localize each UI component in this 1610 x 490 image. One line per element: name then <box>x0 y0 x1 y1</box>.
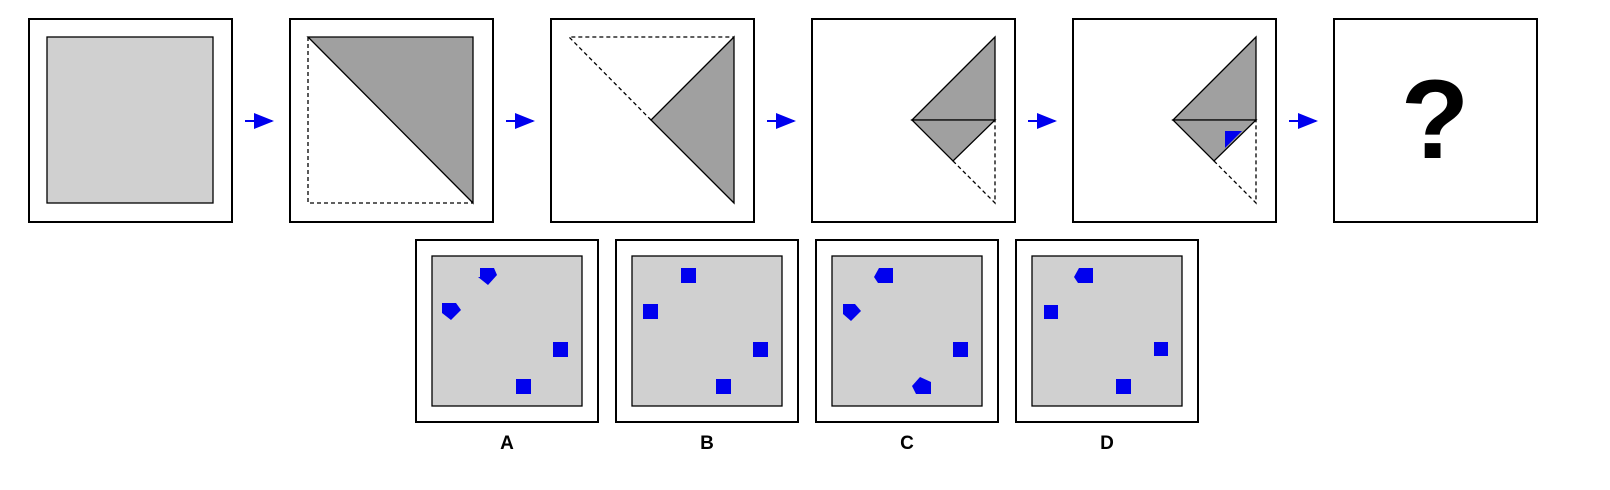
option-label-c: C <box>900 433 914 454</box>
question-mark: ? <box>1401 57 1469 182</box>
step-4-third-fold <box>811 18 1016 223</box>
hole-b-1 <box>681 268 696 283</box>
step-1-unfolded-paper <box>28 18 233 223</box>
hole-b-3 <box>753 342 768 357</box>
hole-d-4 <box>1116 379 1131 394</box>
option-b[interactable]: B <box>615 239 799 454</box>
step-3-second-fold <box>550 18 755 223</box>
option-label-b: B <box>700 433 714 454</box>
hole-b-4 <box>716 379 731 394</box>
option-c[interactable]: C <box>815 239 999 454</box>
option-a[interactable]: A <box>415 239 599 454</box>
option-label-d: D <box>1100 433 1114 454</box>
hole-d-2 <box>1044 305 1058 319</box>
step-2-diagonal-fold <box>289 18 494 223</box>
hole-c-2 <box>843 304 861 321</box>
hole-c-3 <box>953 342 968 357</box>
hole-a-4 <box>516 379 531 394</box>
hole-a-3 <box>553 342 568 357</box>
punched-hole <box>1225 131 1242 148</box>
step-5-hole-punched <box>1072 18 1277 223</box>
option-d[interactable]: D <box>1015 239 1199 454</box>
hole-d-3 <box>1154 342 1168 356</box>
hole-d-1 <box>1074 268 1093 283</box>
hole-b-2 <box>643 304 658 319</box>
hole-a-1 <box>478 268 497 285</box>
hole-c-1 <box>874 268 893 283</box>
hole-c-4 <box>912 377 931 394</box>
option-label-a: A <box>500 433 514 454</box>
step-6-question: ? <box>1333 18 1538 223</box>
hole-a-2 <box>442 303 461 320</box>
